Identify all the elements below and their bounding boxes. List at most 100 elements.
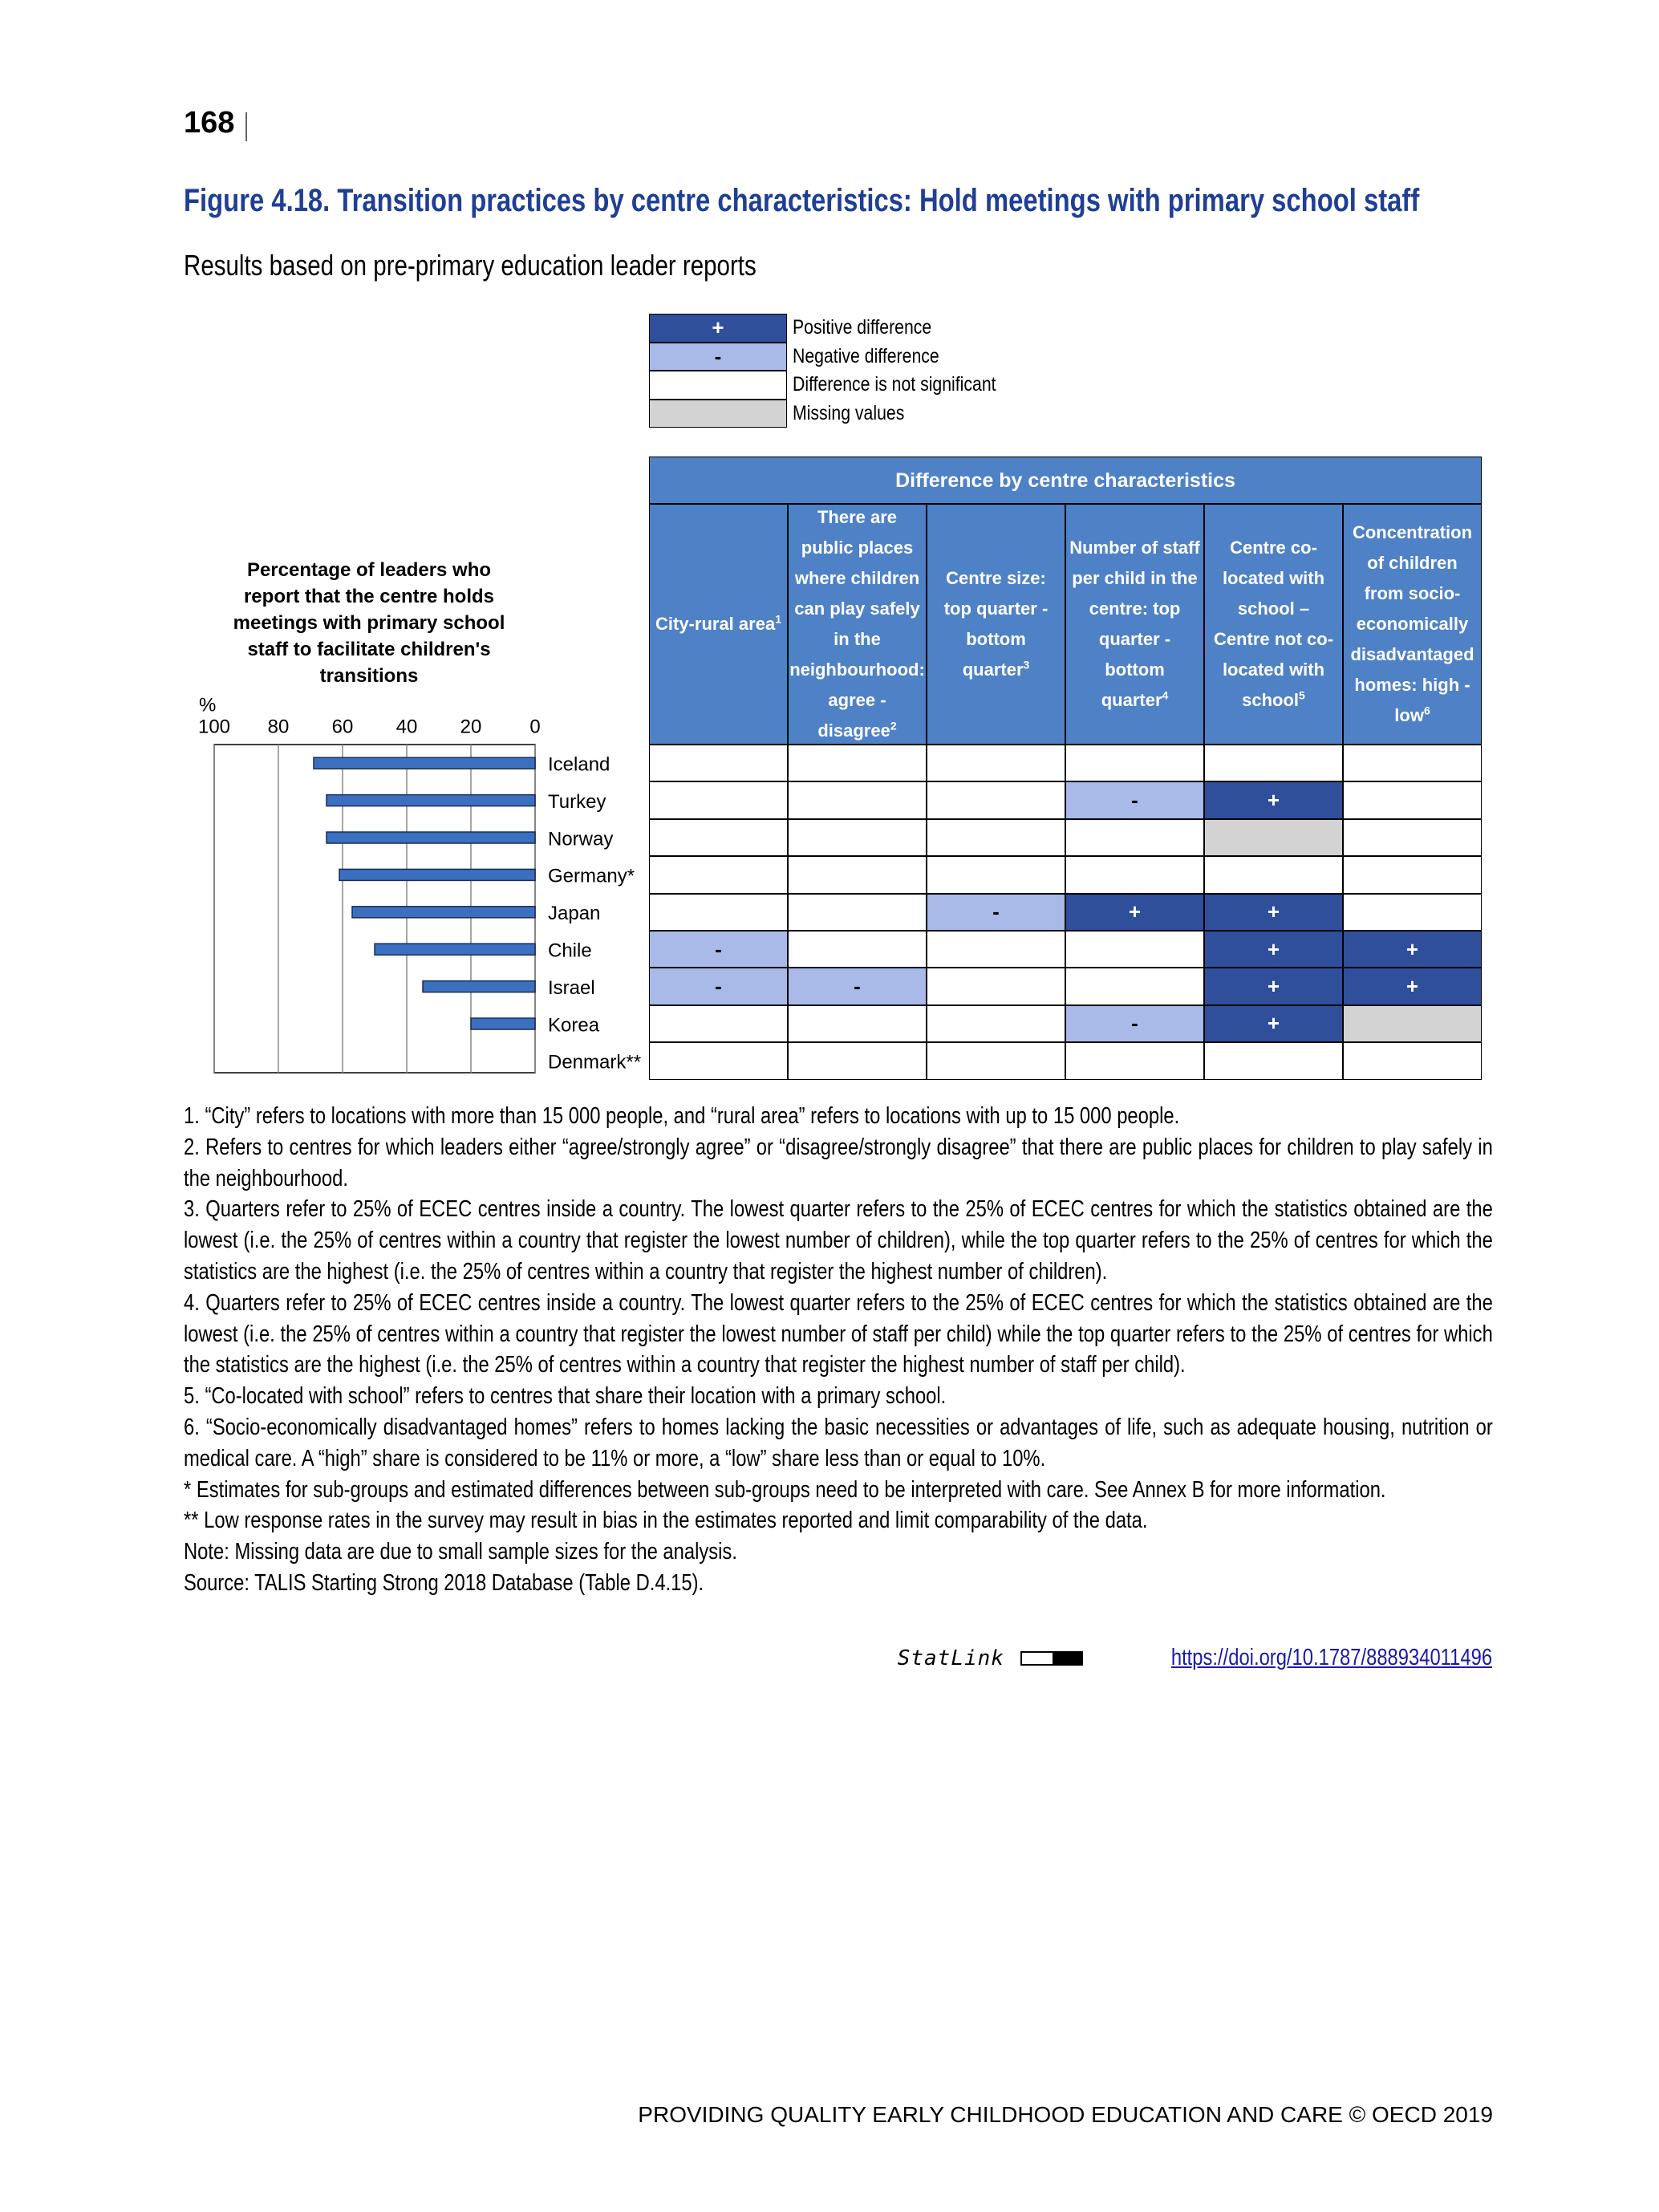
column-header-note: 6 xyxy=(1423,704,1430,717)
table-cell xyxy=(788,1005,927,1043)
table-cell xyxy=(1343,1042,1482,1080)
table-cell xyxy=(927,745,1065,782)
category-label: Japan xyxy=(548,903,600,924)
table-cell: - xyxy=(1065,1005,1204,1043)
table-cell xyxy=(649,856,788,894)
table-cell xyxy=(1065,931,1204,968)
table-cell xyxy=(1343,781,1482,819)
table-cell: - xyxy=(927,893,1065,931)
table-cell xyxy=(927,1005,1065,1043)
table-cell: + xyxy=(1343,968,1482,1005)
table-cell xyxy=(788,781,927,819)
x-tick-label: 0 xyxy=(529,716,540,737)
column-header: There are public places where children c… xyxy=(788,504,927,745)
table-cell xyxy=(1065,745,1204,782)
legend-swatch: - xyxy=(649,342,787,371)
table-cell xyxy=(1065,818,1204,857)
x-tick-label: 20 xyxy=(460,716,482,737)
legend-swatch: + xyxy=(649,314,787,343)
table-cell xyxy=(1065,856,1204,894)
table-cell xyxy=(649,745,788,782)
note: 6. “Socio-economically disadvantaged hom… xyxy=(184,1414,1493,1471)
bar xyxy=(351,906,536,919)
table-title: Difference by centre characteristics xyxy=(649,457,1482,504)
table-cell xyxy=(1204,745,1343,782)
note: 5. “Co-located with school” refers to ce… xyxy=(184,1383,947,1410)
bar xyxy=(326,793,536,807)
x-tick-label: 100 xyxy=(198,716,230,737)
page-footer: PROVIDING QUALITY EARLY CHILDHOOD EDUCAT… xyxy=(638,2102,1493,2127)
column-header-note: 5 xyxy=(1299,688,1305,702)
column-header: Concentration of children from socio-eco… xyxy=(1343,504,1482,745)
table-cell xyxy=(1065,968,1204,1005)
column-header-text: Number of staff per child in the centre:… xyxy=(1069,533,1200,716)
legend-swatch xyxy=(649,399,787,428)
statlink-url[interactable]: https://doi.org/10.1787/888934011496 xyxy=(1170,1645,1492,1670)
table-cell xyxy=(649,1042,788,1080)
notes-frame: 1. “City” refers to locations with more … xyxy=(184,1101,1493,1646)
column-header-text: City-rural area1 xyxy=(655,609,781,639)
column-header-text: Centre size: top quarter - bottom quarte… xyxy=(931,563,1061,685)
figure-subtitle: Results based on pre-primary education l… xyxy=(184,249,756,282)
table-cell xyxy=(1343,818,1482,857)
table-cell xyxy=(788,818,927,857)
note: 1. “City” refers to locations with more … xyxy=(184,1103,1180,1129)
table-cell xyxy=(1065,1042,1204,1080)
column-header-label: Centre size: top quarter - bottom quarte… xyxy=(943,568,1049,680)
table-cell xyxy=(788,856,927,894)
column-header-text: There are public places where children c… xyxy=(789,502,925,746)
category-label: Israel xyxy=(548,977,595,999)
column-header: City-rural area1 xyxy=(649,504,788,745)
bar xyxy=(313,757,536,769)
note: Source: TALIS Starting Strong 2018 Datab… xyxy=(184,1569,704,1596)
x-tick-label: 40 xyxy=(396,716,418,737)
table-cell xyxy=(927,856,1065,894)
column-header-note: 3 xyxy=(1023,658,1030,672)
table-cell xyxy=(1343,1005,1482,1043)
note: Note: Missing data are due to small samp… xyxy=(184,1539,737,1565)
table-cell xyxy=(649,893,788,931)
column-header-note: 1 xyxy=(775,612,781,626)
x-tick-label: 60 xyxy=(332,716,354,737)
legend-swatch xyxy=(649,371,787,400)
bar xyxy=(339,868,536,882)
column-header-label: Centre co-located with school – Centre n… xyxy=(1213,538,1334,710)
bar xyxy=(374,943,536,956)
legend-label: Positive difference xyxy=(793,316,932,339)
table-cell xyxy=(927,781,1065,819)
category-label: Chile xyxy=(548,940,592,962)
category-label: Germany* xyxy=(548,866,635,887)
table-cell xyxy=(788,745,927,782)
table-cell xyxy=(788,931,927,968)
table-cell: + xyxy=(1204,893,1343,931)
table-cell xyxy=(788,1042,927,1080)
column-header-label: There are public places where children c… xyxy=(789,507,925,741)
column-header-label: Concentration of children from socio-eco… xyxy=(1350,522,1474,725)
bar xyxy=(326,831,536,844)
chart-title: Percentage of leaders who report that th… xyxy=(233,559,505,687)
table-cell xyxy=(927,968,1065,1005)
statlink: StatLink https://doi.org/10.1787/8889340… xyxy=(898,1645,1492,1671)
column-header-note: 4 xyxy=(1162,688,1169,702)
table-cell: + xyxy=(1204,968,1343,1005)
statlink-icon xyxy=(1020,1650,1083,1666)
note: * Estimates for sub-groups and estimated… xyxy=(184,1476,1386,1503)
column-header-note: 2 xyxy=(890,719,897,733)
legend-label: Difference is not significant xyxy=(793,373,996,396)
category-label: Denmark** xyxy=(548,1052,641,1074)
column-header-text: Centre co-located with school – Centre n… xyxy=(1208,533,1339,716)
table-cell xyxy=(649,1005,788,1043)
legend-label: Negative difference xyxy=(793,344,939,367)
table-cell xyxy=(1343,856,1482,894)
bar xyxy=(470,1017,536,1030)
table-cell: - xyxy=(649,931,788,968)
note: 3. Quarters refer to 25% of ECEC centres… xyxy=(184,1196,1493,1285)
x-tick-label: 80 xyxy=(268,716,290,737)
table-cell xyxy=(1204,818,1343,857)
figure-title: Figure 4.18. Transition practices by cen… xyxy=(184,183,1420,218)
notes: 1. “City” refers to locations with more … xyxy=(184,1101,1493,1599)
table-cell xyxy=(649,781,788,819)
category-label: Iceland xyxy=(548,754,610,776)
column-header-label: Number of staff per child in the centre:… xyxy=(1069,538,1200,710)
